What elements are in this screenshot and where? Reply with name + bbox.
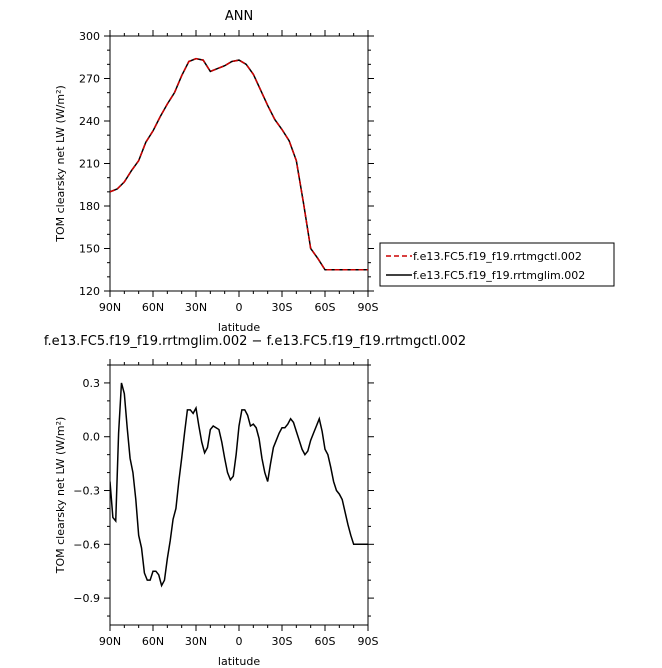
x-tick-label: 30S xyxy=(272,635,293,648)
y-tick-label: 0.0 xyxy=(83,431,101,444)
x-tick-label: 30N xyxy=(185,301,207,314)
y-tick-label: −0.9 xyxy=(73,592,100,605)
plot-frame xyxy=(109,364,369,626)
legend-entry: f.e13.FC5.f19_f19.rrtmglim.002 xyxy=(413,269,585,282)
chart-title: f.e13.FC5.f19_f19.rrtmglim.002 − f.e13.F… xyxy=(44,334,466,349)
plot-frame xyxy=(109,35,369,292)
y-tick-label: 240 xyxy=(79,115,100,128)
y-axis-label: TOM clearsky net LW (W/m²) xyxy=(54,85,67,243)
x-tick-label: 30N xyxy=(185,635,207,648)
series-line xyxy=(110,57,368,271)
y-tick-label: 150 xyxy=(79,243,100,256)
legend-box xyxy=(379,242,615,287)
x-axis-label: latitude xyxy=(218,655,260,668)
y-tick-label: 180 xyxy=(79,200,100,213)
x-axis-label: latitude xyxy=(218,321,260,334)
y-tick-label: 120 xyxy=(79,285,100,298)
y-axis-label: TOM clearsky net LW (W/m²) xyxy=(54,417,67,575)
x-tick-label: 90S xyxy=(358,301,379,314)
x-tick-label: 0 xyxy=(236,301,243,314)
x-tick-label: 0 xyxy=(236,635,243,648)
x-tick-label: 90N xyxy=(99,301,121,314)
chart-title: ANN xyxy=(225,9,253,24)
x-tick-label: 90N xyxy=(99,635,121,648)
difference-panel: f.e13.FC5.f19_f19.rrtmglim.002 − f.e13.F… xyxy=(44,334,466,668)
x-tick-label: 60N xyxy=(142,635,164,648)
x-tick-label: 60S xyxy=(315,301,336,314)
series-line xyxy=(110,382,368,588)
legend-entry: f.e13.FC5.f19_f19.rrtmgctl.002 xyxy=(413,250,582,263)
y-tick-label: 300 xyxy=(79,30,100,43)
x-tick-label: 60S xyxy=(315,635,336,648)
zonal-mean-panel: ANN 90N 60N 30N 0 30S 60S 90S 120 150 180 210 240 270… xyxy=(54,9,379,334)
y-tick-label: 270 xyxy=(79,73,100,86)
x-tick-label: 30S xyxy=(272,301,293,314)
y-tick-label: 0.3 xyxy=(83,377,101,390)
legend: f.e13.FC5.f19_f19.rrtmgctl.002 f.e13.FC5.… xyxy=(379,242,615,287)
x-tick-label: 90S xyxy=(358,635,379,648)
y-tick-label: −0.3 xyxy=(73,485,100,498)
y-tick-label: 210 xyxy=(79,158,100,171)
x-tick-label: 60N xyxy=(142,301,164,314)
y-tick-label: −0.6 xyxy=(73,538,100,551)
series-line xyxy=(110,57,368,271)
